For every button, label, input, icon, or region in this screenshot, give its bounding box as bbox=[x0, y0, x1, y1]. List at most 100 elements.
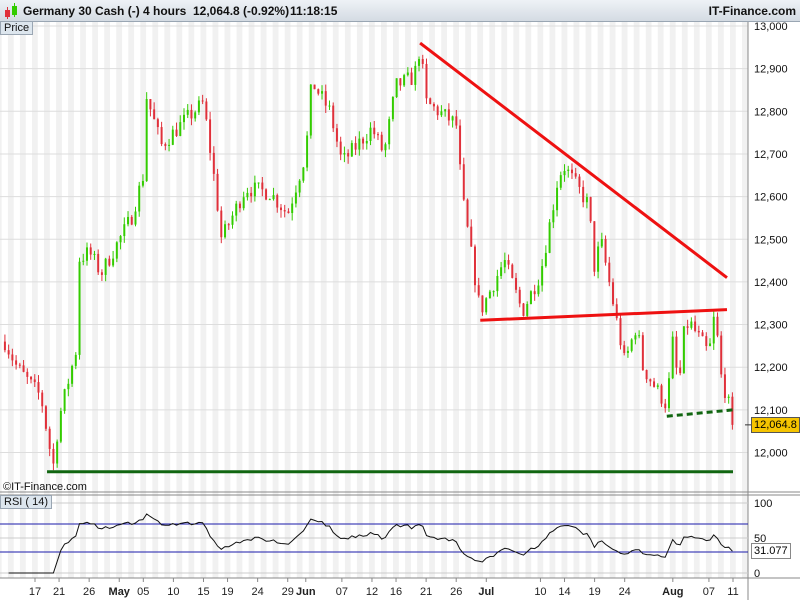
candle-body-down bbox=[570, 169, 573, 174]
candle-body-down bbox=[3, 341, 6, 351]
candle-body-down bbox=[227, 224, 230, 226]
candle-body-up bbox=[559, 175, 562, 188]
candle-body-down bbox=[97, 253, 100, 273]
candle-body-up bbox=[496, 275, 499, 292]
candle-body-up bbox=[597, 246, 600, 272]
candle-body-down bbox=[100, 272, 103, 275]
candle-body-down bbox=[522, 303, 525, 316]
candle-body-up bbox=[63, 389, 66, 411]
candle-body-up bbox=[291, 203, 294, 214]
candle-body-up bbox=[182, 114, 185, 123]
candle-body-up bbox=[302, 167, 305, 181]
candle-body-down bbox=[615, 304, 618, 319]
candle-body-up bbox=[321, 91, 324, 94]
day-stripe bbox=[405, 22, 411, 578]
price-panel-label: Price bbox=[0, 21, 34, 35]
candle-body-down bbox=[164, 144, 167, 146]
candle-body-up bbox=[179, 122, 182, 136]
instrument-name: Germany 30 Cash (-) bbox=[23, 4, 140, 18]
candle-body-down bbox=[7, 350, 10, 355]
candle-body-down bbox=[664, 403, 667, 409]
candle-body-down bbox=[376, 134, 379, 136]
candle-body-up bbox=[78, 261, 81, 355]
candle-body-up bbox=[556, 187, 559, 211]
candle-body-down bbox=[582, 186, 585, 203]
candle-body-up bbox=[500, 267, 503, 276]
candle-body-down bbox=[41, 392, 44, 407]
candle-body-down bbox=[432, 104, 435, 107]
day-stripe bbox=[44, 22, 50, 578]
candle-body-up bbox=[56, 441, 59, 464]
candle-body-down bbox=[130, 216, 133, 225]
candle-body-down bbox=[287, 211, 290, 214]
candle-body-down bbox=[156, 119, 159, 128]
time-axis-label: 19 bbox=[588, 586, 600, 598]
price-axis-label: 12,400 bbox=[754, 277, 788, 289]
candle-body-down bbox=[447, 109, 450, 121]
candle-body-down bbox=[354, 143, 357, 150]
candle-body-down bbox=[201, 100, 204, 102]
price-chart[interactable]: 13,000 12,900 12,800 12,700 12,600 12,500 12,4… bbox=[0, 22, 800, 600]
candle-body-down bbox=[578, 176, 581, 187]
candle-body-up bbox=[552, 210, 555, 223]
candle-body-down bbox=[694, 321, 697, 331]
candle-body-up bbox=[406, 72, 409, 76]
candle-body-up bbox=[127, 216, 130, 225]
candle-body-down bbox=[455, 116, 458, 126]
current-price-label: 12,064.8 bbox=[751, 417, 800, 433]
candle-body-down bbox=[410, 72, 413, 85]
candle-body-down bbox=[399, 78, 402, 86]
candle-body-down bbox=[15, 360, 18, 365]
candle-body-down bbox=[604, 238, 607, 263]
candle-body-down bbox=[373, 127, 376, 135]
candle-body-down bbox=[44, 406, 47, 429]
time-axis-label: 17 bbox=[29, 586, 41, 598]
candle-body-up bbox=[485, 298, 488, 313]
candle-body-up bbox=[630, 339, 633, 351]
candle-body-down bbox=[332, 105, 335, 129]
candle-body-down bbox=[22, 365, 25, 372]
rsi-line bbox=[8, 513, 733, 574]
candle-body-down bbox=[216, 173, 219, 211]
time-axis-label: 10 bbox=[167, 586, 179, 598]
candle-body-up bbox=[626, 350, 629, 353]
candle-body-up bbox=[112, 258, 115, 266]
candle-body-up bbox=[123, 224, 126, 237]
candle-body-down bbox=[205, 101, 208, 120]
candle-body-down bbox=[313, 84, 316, 90]
candle-body-down bbox=[589, 197, 592, 222]
candle-body-down bbox=[720, 335, 723, 375]
candle-body-up bbox=[567, 169, 570, 171]
day-stripe bbox=[381, 22, 387, 578]
day-stripe bbox=[453, 22, 460, 578]
candle-body-down bbox=[283, 210, 286, 212]
day-stripe bbox=[417, 22, 423, 578]
day-stripe bbox=[501, 22, 508, 578]
candle-body-up bbox=[93, 253, 96, 255]
candle-body-up bbox=[391, 97, 394, 120]
day-stripe bbox=[633, 22, 640, 578]
candle-body-down bbox=[623, 345, 626, 353]
candle-body-up bbox=[529, 291, 532, 305]
price-axis-label: 12,700 bbox=[754, 149, 788, 161]
candle-body-up bbox=[671, 336, 674, 379]
candle-body-down bbox=[653, 381, 656, 387]
day-stripe bbox=[441, 22, 447, 578]
price-axis-label: 13,000 bbox=[754, 22, 788, 33]
candle-body-up bbox=[358, 138, 361, 150]
candle-body-down bbox=[324, 91, 327, 106]
candle-body-up bbox=[306, 135, 309, 168]
rsi-axis-label: 50 bbox=[754, 533, 766, 545]
candle-body-up bbox=[384, 144, 387, 151]
candle-body-up bbox=[656, 385, 659, 387]
candle-body-up bbox=[585, 197, 588, 203]
candle-body-up bbox=[246, 192, 249, 198]
rsi-current-label: 31.077 bbox=[751, 543, 791, 559]
candle-body-down bbox=[89, 247, 92, 255]
day-stripe bbox=[284, 22, 291, 578]
candle-body-down bbox=[641, 335, 644, 370]
candle-body-down bbox=[518, 289, 521, 304]
candle-body-up bbox=[224, 224, 227, 238]
candle-body-down bbox=[153, 109, 156, 120]
candle-body-down bbox=[317, 89, 320, 94]
